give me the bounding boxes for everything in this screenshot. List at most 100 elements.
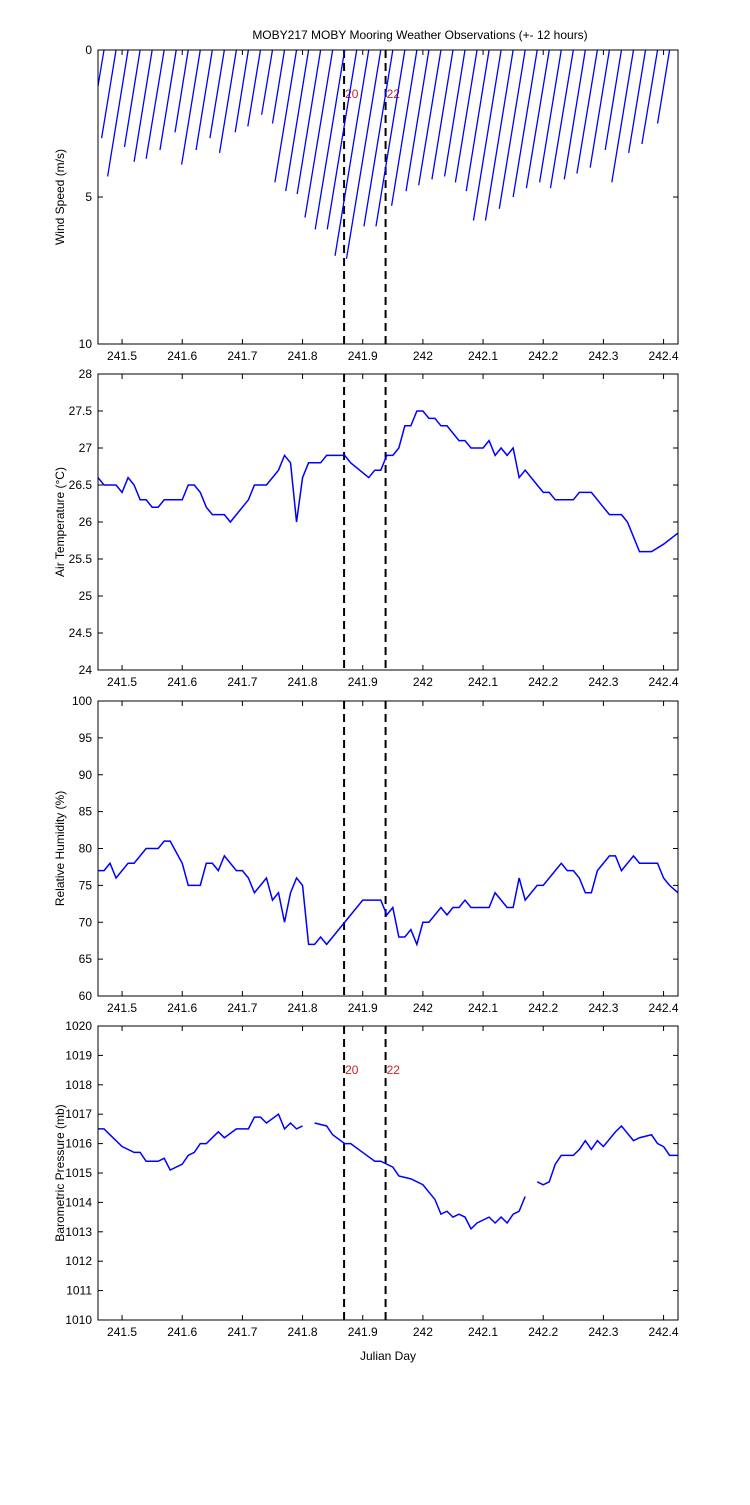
wind-stick	[304, 50, 334, 218]
wind-stick	[443, 50, 466, 177]
y-tick-label: 90	[79, 768, 93, 782]
wind-stick	[405, 50, 430, 192]
data-layer	[98, 840, 678, 947]
x-tick-label: 241.6	[167, 1325, 197, 1339]
wind-stick	[195, 50, 213, 151]
y-tick-label: 80	[79, 842, 93, 856]
wind-stick	[133, 50, 153, 162]
wind-stick	[538, 50, 562, 183]
data-line	[98, 410, 678, 553]
chart-title: MOBY217 MOBY Mooring Weather Observation…	[252, 28, 587, 42]
y-axis-label: Air Temperature (°C)	[53, 467, 67, 577]
plot-area	[98, 701, 678, 996]
x-tick-label: 241.6	[167, 1001, 197, 1015]
x-tick-label: 242.1	[468, 1325, 498, 1339]
x-tick-label: 242.2	[528, 675, 558, 689]
x-tick-label: 241.9	[348, 1325, 378, 1339]
x-tick-label: 241.5	[107, 675, 137, 689]
wind-stick	[145, 50, 165, 159]
x-tick-label: 241.6	[167, 349, 197, 363]
y-tick-label: 27.5	[69, 404, 93, 418]
wind-stick	[576, 50, 599, 174]
plot-frame	[97, 1025, 679, 1321]
wind-stick	[512, 50, 538, 198]
wind-stick	[234, 50, 250, 133]
y-axis-label: Wind Speed (m/s)	[53, 149, 67, 245]
y-tick-label: 26.5	[69, 478, 93, 492]
y-tick-label: 65	[79, 952, 93, 966]
x-tick-label: 241.6	[167, 675, 197, 689]
x-tick-label: 242	[413, 675, 433, 689]
wind-stick	[525, 50, 550, 189]
x-tick-label: 241.9	[348, 1001, 378, 1015]
x-tick-label: 241.7	[227, 1325, 257, 1339]
y-tick-label: 1014	[65, 1195, 92, 1209]
wind-stick	[498, 50, 526, 209]
x-tick-label: 242.4	[649, 349, 679, 363]
wind-stick	[628, 50, 647, 154]
wind-stick	[641, 50, 659, 145]
wind-stick	[296, 50, 322, 195]
reference-label: 20	[345, 1063, 359, 1077]
wind-stick	[375, 50, 406, 227]
x-tick-label: 242.1	[468, 675, 498, 689]
x-tick-label: 242.4	[649, 1001, 679, 1015]
y-tick-label: 70	[79, 915, 93, 929]
data-line	[98, 840, 678, 947]
y-tick-label: 95	[79, 731, 93, 745]
wind-stick	[656, 50, 671, 124]
x-tick-label: 242.4	[649, 1325, 679, 1339]
wind-stick	[611, 50, 635, 183]
wind-stick	[390, 50, 418, 206]
wind-stick	[326, 50, 358, 230]
y-tick-label: 28	[79, 367, 93, 381]
y-tick-label: 100	[72, 694, 92, 708]
y-tick-label: 1017	[65, 1107, 92, 1121]
wind-stick	[180, 50, 201, 165]
x-tick-label: 241.8	[288, 349, 318, 363]
x-axis-label: Julian Day	[360, 1349, 416, 1363]
y-tick-label: 25.5	[69, 552, 93, 566]
y-tick-label: 75	[79, 878, 93, 892]
x-tick-label: 242.1	[468, 1001, 498, 1015]
y-tick-label: 26	[79, 515, 93, 529]
x-tick-label: 242.2	[528, 1325, 558, 1339]
y-tick-label: 1011	[66, 1284, 92, 1298]
y-tick-label: 1018	[65, 1078, 92, 1092]
plot-frame	[97, 700, 679, 997]
y-tick-label: 5	[85, 190, 92, 204]
x-tick-label: 241.9	[348, 675, 378, 689]
y-tick-label: 10	[79, 337, 93, 351]
wind-stick	[345, 50, 382, 259]
y-tick-label: 27	[79, 441, 93, 455]
wind-stick	[100, 50, 117, 139]
wind-stick	[247, 50, 262, 127]
x-tick-label: 242	[413, 1001, 433, 1015]
wind-stick	[274, 50, 298, 183]
data-layer	[98, 50, 671, 259]
y-tick-label: 1015	[65, 1166, 92, 1180]
x-tick-label: 241.7	[227, 349, 257, 363]
y-tick-label: 1013	[65, 1225, 92, 1239]
wind-stick	[431, 50, 454, 180]
x-tick-label: 241.8	[288, 675, 318, 689]
x-tick-label: 241.5	[107, 1325, 137, 1339]
reference-label: 22	[387, 1063, 401, 1077]
wind-stick	[454, 50, 478, 183]
wind-stick	[218, 50, 238, 154]
panel: 1010 1011 1012 1013 1014 1015 1016 1017 1018 1019…	[53, 1019, 679, 1363]
wind-stick	[209, 50, 225, 139]
x-tick-label: 242.3	[588, 349, 618, 363]
y-tick-label: 85	[79, 805, 93, 819]
y-tick-label: 24	[79, 663, 93, 677]
x-tick-label: 242	[413, 1325, 433, 1339]
wind-stick	[604, 50, 623, 151]
wind-stick	[363, 50, 394, 227]
x-tick-label: 242.1	[468, 349, 498, 363]
x-tick-label: 242.3	[588, 1325, 618, 1339]
plot-area	[98, 374, 678, 670]
y-tick-label: 1019	[65, 1048, 92, 1062]
x-tick-label: 241.5	[107, 349, 137, 363]
